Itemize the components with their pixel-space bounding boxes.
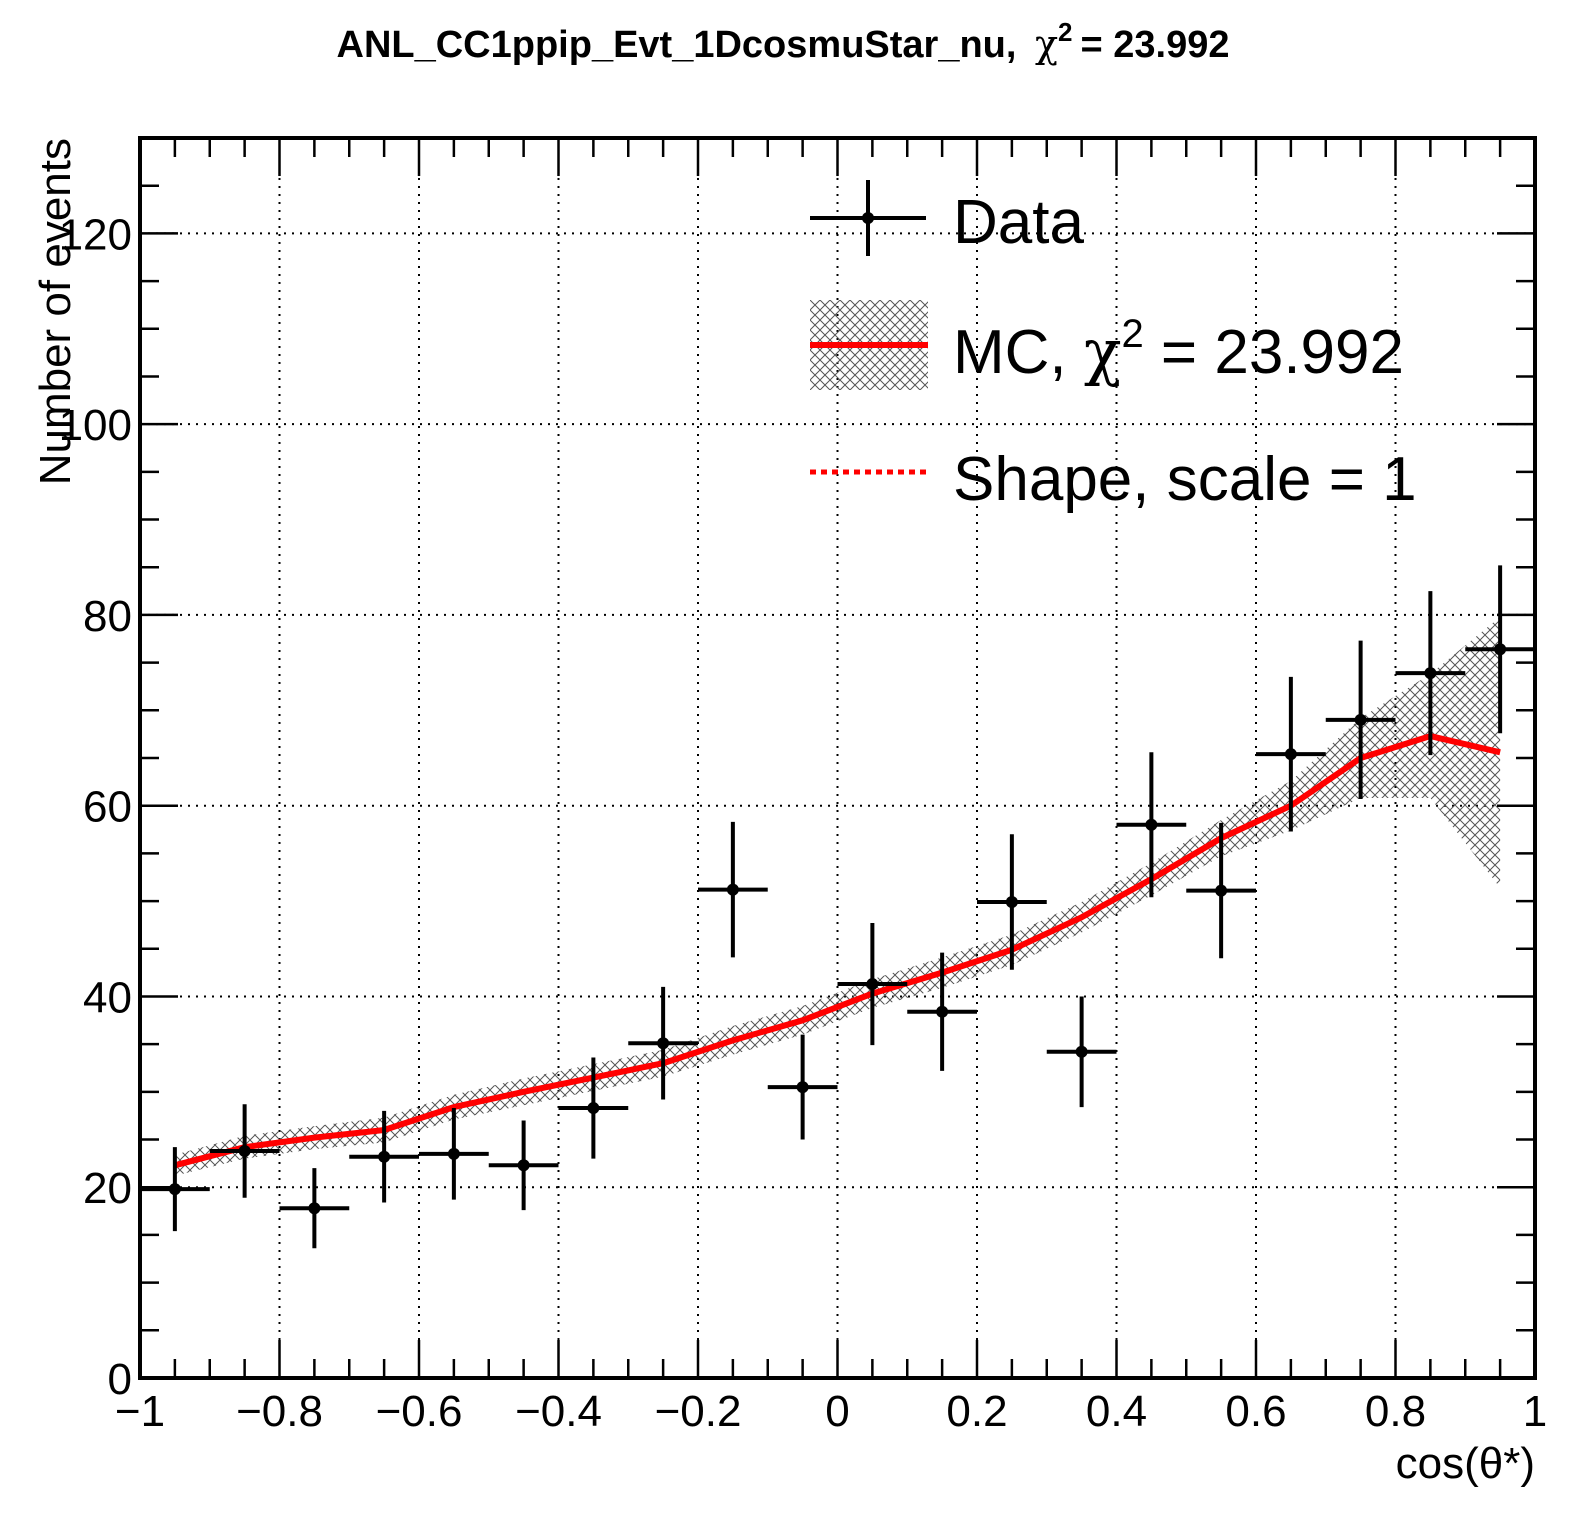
x-tick-label: −0.4 (515, 1387, 602, 1436)
data-point (558, 1057, 629, 1159)
y-axis-title: Number of events (31, 138, 80, 485)
data-marker (796, 1081, 809, 1094)
x-tick-label: −1 (115, 1387, 165, 1436)
data-point (419, 1108, 489, 1200)
data-marker (1075, 1045, 1088, 1058)
mc-line-group (174, 733, 1501, 1169)
x-tick-label: −0.2 (655, 1387, 742, 1436)
data-marker (1215, 884, 1228, 897)
data-point (628, 986, 698, 1100)
data-marker (447, 1147, 460, 1160)
data-point (1395, 591, 1466, 756)
chart-title: ANL_CC1ppip_Evt_1DcosmuStar_nu, χ2 = 23.9… (337, 17, 1230, 66)
y-tick-label: 80 (83, 592, 132, 641)
data-marker (1145, 818, 1158, 831)
legend-data-marker (810, 180, 926, 256)
data-point (977, 834, 1047, 970)
data-marker (936, 1005, 949, 1018)
data-marker (1354, 713, 1367, 726)
legend-mc-marker (810, 300, 928, 390)
mc-line (174, 733, 1501, 1169)
data-point (837, 923, 908, 1046)
data-marker (866, 978, 879, 991)
y-tick-labels: 0 20 40 60 80 100 120 (59, 210, 132, 1404)
data-point (698, 821, 768, 958)
data-marker (1494, 643, 1507, 656)
y-tick-label: 60 (83, 783, 132, 832)
x-tick-label: −0.6 (376, 1387, 463, 1436)
data-point (1046, 996, 1117, 1108)
legend-data-label: Data (953, 188, 1084, 257)
y-tick-label: 0 (108, 1355, 132, 1404)
data-point (1325, 640, 1396, 800)
x-tick-label: 1 (1523, 1387, 1547, 1436)
data-point (1186, 822, 1256, 959)
data-marker (308, 1202, 321, 1215)
data-marker (657, 1037, 670, 1050)
data-point (209, 1104, 280, 1198)
data-marker (168, 1183, 181, 1196)
data-point (488, 1120, 559, 1211)
x-tick-label: 0.8 (1365, 1387, 1426, 1436)
data-point (1465, 565, 1535, 734)
x-tick-label: 0.4 (1086, 1387, 1147, 1436)
x-axis-title: cos(θ*) (1396, 1439, 1535, 1488)
legend-mc-label: MC, χ2 = 23.992 (953, 312, 1404, 388)
y-tick-label: 100 (59, 401, 132, 450)
x-tick-label: 0.2 (946, 1387, 1007, 1436)
data-point (349, 1110, 419, 1203)
legend: Data MC, χ2 = 23.992 Shape, scale = 1 (810, 180, 1417, 514)
data-marker (1005, 896, 1018, 909)
data-point (767, 1034, 838, 1140)
data-point (907, 952, 977, 1071)
data-points-group (140, 565, 1535, 1249)
legend-shape-label: Shape, scale = 1 (953, 445, 1417, 514)
data-marker (517, 1159, 530, 1172)
data-point (1116, 752, 1187, 898)
x-tick-label: 0 (825, 1387, 849, 1436)
data-marker (238, 1144, 251, 1157)
axis-ticks (138, 136, 1537, 1380)
data-point (1256, 676, 1326, 832)
y-tick-label: 20 (83, 1164, 132, 1213)
data-point (279, 1168, 350, 1249)
y-tick-label: 40 (83, 973, 132, 1022)
x-tick-label: −0.8 (236, 1387, 323, 1436)
data-marker (726, 883, 739, 896)
x-tick-labels: −1 −0.8 −0.6 −0.4 −0.2 0 0.2 0.4 0.6 0.8 1 (115, 1387, 1547, 1436)
grid-lines (140, 138, 1535, 1378)
x-tick-label: 0.6 (1225, 1387, 1286, 1436)
data-marker (1284, 748, 1297, 761)
data-marker (587, 1102, 600, 1115)
data-marker (1424, 667, 1437, 680)
y-tick-label: 120 (59, 210, 132, 259)
data-marker (378, 1150, 391, 1163)
